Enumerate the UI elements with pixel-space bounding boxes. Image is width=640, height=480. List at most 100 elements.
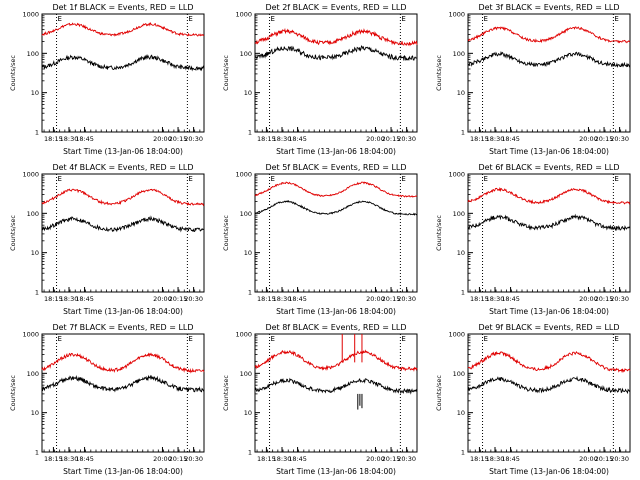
plot-title: Det 2f BLACK = Events, RED = LLD: [265, 3, 406, 12]
events-series-line: [41, 374, 205, 393]
detector-plot-7: Det 7f BLACK = Events, RED = LLD 1 10 100 10…: [9, 323, 205, 476]
plot-frame: [467, 173, 631, 293]
plot-frame: [254, 333, 418, 453]
plot-frame: [41, 13, 205, 133]
y-tick-label: 1: [461, 449, 465, 457]
x-tick-label: 18:15: [44, 455, 63, 463]
y-tick-label: 1000: [22, 171, 39, 179]
y-tick-label: 100: [240, 50, 252, 58]
y-axis-label: Counts/sec: [9, 55, 17, 91]
x-tick-label: 20:30: [610, 455, 629, 463]
plot-title: Det 4f BLACK = Events, RED = LLD: [52, 163, 193, 172]
event-marker-label: E: [58, 335, 62, 343]
x-axis-label: Start Time (13-Jan-06 18:04:00): [489, 467, 609, 476]
x-tick-label: 20:15: [382, 135, 401, 143]
y-tick-label: 10: [244, 409, 252, 417]
y-tick-label: 10: [31, 409, 39, 417]
x-tick-label: 18:30: [60, 135, 79, 143]
x-tick-label: 20:30: [397, 135, 416, 143]
y-axis-label: Counts/sec: [222, 55, 230, 91]
y-tick-label: 1000: [235, 11, 252, 19]
x-tick-label: 18:45: [288, 455, 307, 463]
x-tick-label: 20:15: [169, 135, 188, 143]
x-axis-label: Start Time (13-Jan-06 18:04:00): [63, 147, 183, 156]
x-tick-label: 18:30: [273, 135, 292, 143]
x-tick-label: 20:30: [397, 295, 416, 303]
lld-series-line: [467, 26, 631, 44]
plot-frame: [467, 13, 631, 133]
x-tick-label: 20:00: [153, 455, 172, 463]
event-marker-label: E: [614, 335, 618, 343]
y-tick-label: 1000: [448, 11, 465, 19]
detector-plot-6: Det 6f BLACK = Events, RED = LLD 1 10 100 10…: [435, 163, 631, 316]
plot-title: Det 1f BLACK = Events, RED = LLD: [52, 3, 193, 12]
events-series-line: [41, 215, 205, 233]
detector-panel-4: Det 4f BLACK = Events, RED = LLD 1 10 100 10…: [0, 160, 213, 320]
x-tick-label: 20:15: [169, 295, 188, 303]
x-tick-label: 20:30: [184, 295, 203, 303]
x-tick-label: 18:45: [288, 295, 307, 303]
detector-plot-1: Det 1f BLACK = Events, RED = LLD 1 10 100 10…: [9, 3, 205, 156]
detector-plot-5: Det 5f BLACK = Events, RED = LLD 1 10 100 10…: [222, 163, 418, 316]
x-tick-label: 20:30: [184, 455, 203, 463]
lld-series-line: [254, 27, 418, 47]
plot-frame: [41, 173, 205, 293]
x-tick-label: 20:00: [579, 295, 598, 303]
event-marker-label: E: [401, 15, 405, 23]
y-tick-label: 1000: [448, 331, 465, 339]
x-tick-label: 18:15: [470, 455, 489, 463]
x-axis-label: Start Time (13-Jan-06 18:04:00): [276, 307, 396, 316]
x-tick-label: 20:00: [366, 135, 385, 143]
x-tick-label: 18:15: [257, 295, 276, 303]
lld-series-line: [254, 349, 418, 372]
plot-frame: [254, 13, 418, 133]
x-axis-label: Start Time (13-Jan-06 18:04:00): [63, 307, 183, 316]
event-marker-label: E: [484, 15, 488, 23]
event-marker-label: E: [271, 175, 275, 183]
x-tick-label: 20:30: [610, 295, 629, 303]
y-tick-label: 100: [453, 210, 465, 218]
y-tick-label: 100: [453, 370, 465, 378]
y-tick-label: 100: [27, 50, 39, 58]
detector-plot-8: Det 8f BLACK = Events, RED = LLD 1 10 100 10…: [222, 323, 418, 476]
y-tick-label: 1000: [22, 331, 39, 339]
x-tick-label: 20:30: [184, 135, 203, 143]
y-tick-label: 1: [248, 289, 252, 297]
event-marker-label: E: [401, 175, 405, 183]
x-tick-label: 18:45: [75, 135, 94, 143]
lld-series-line: [41, 21, 205, 37]
plot-frame: [41, 333, 205, 453]
x-tick-label: 18:15: [44, 135, 63, 143]
plot-title: Det 3f BLACK = Events, RED = LLD: [478, 3, 619, 12]
x-tick-label: 20:15: [595, 135, 614, 143]
x-tick-label: 18:30: [273, 455, 292, 463]
events-series-line: [254, 377, 418, 395]
x-tick-label: 20:30: [397, 455, 416, 463]
detector-plot-3: Det 3f BLACK = Events, RED = LLD 1 10 100 10…: [435, 3, 631, 156]
x-tick-label: 20:00: [153, 295, 172, 303]
y-tick-label: 10: [457, 249, 465, 257]
x-tick-label: 18:45: [501, 295, 520, 303]
x-tick-label: 20:15: [595, 295, 614, 303]
y-axis-label: Counts/sec: [435, 55, 443, 91]
x-tick-label: 20:00: [366, 455, 385, 463]
lld-series-line: [467, 351, 631, 374]
y-tick-label: 1: [248, 129, 252, 137]
event-marker-label: E: [188, 175, 192, 183]
event-marker-label: E: [188, 335, 192, 343]
y-axis-label: Counts/sec: [222, 375, 230, 411]
x-tick-label: 18:15: [257, 455, 276, 463]
detector-panel-6: Det 6f BLACK = Events, RED = LLD 1 10 100 10…: [426, 160, 639, 320]
x-tick-label: 18:30: [60, 295, 79, 303]
detector-plot-2: Det 2f BLACK = Events, RED = LLD 1 10 100 10…: [222, 3, 418, 156]
detector-panel-9: Det 9f BLACK = Events, RED = LLD 1 10 100 10…: [426, 320, 639, 480]
plot-frame: [467, 333, 631, 453]
y-tick-label: 10: [457, 89, 465, 97]
x-axis-label: Start Time (13-Jan-06 18:04:00): [276, 467, 396, 476]
event-marker-label: E: [271, 335, 275, 343]
y-tick-label: 10: [244, 249, 252, 257]
detector-panel-5: Det 5f BLACK = Events, RED = LLD 1 10 100 10…: [213, 160, 426, 320]
detector-panel-1: Det 1f BLACK = Events, RED = LLD 1 10 100 10…: [0, 0, 213, 160]
y-tick-label: 1000: [235, 331, 252, 339]
